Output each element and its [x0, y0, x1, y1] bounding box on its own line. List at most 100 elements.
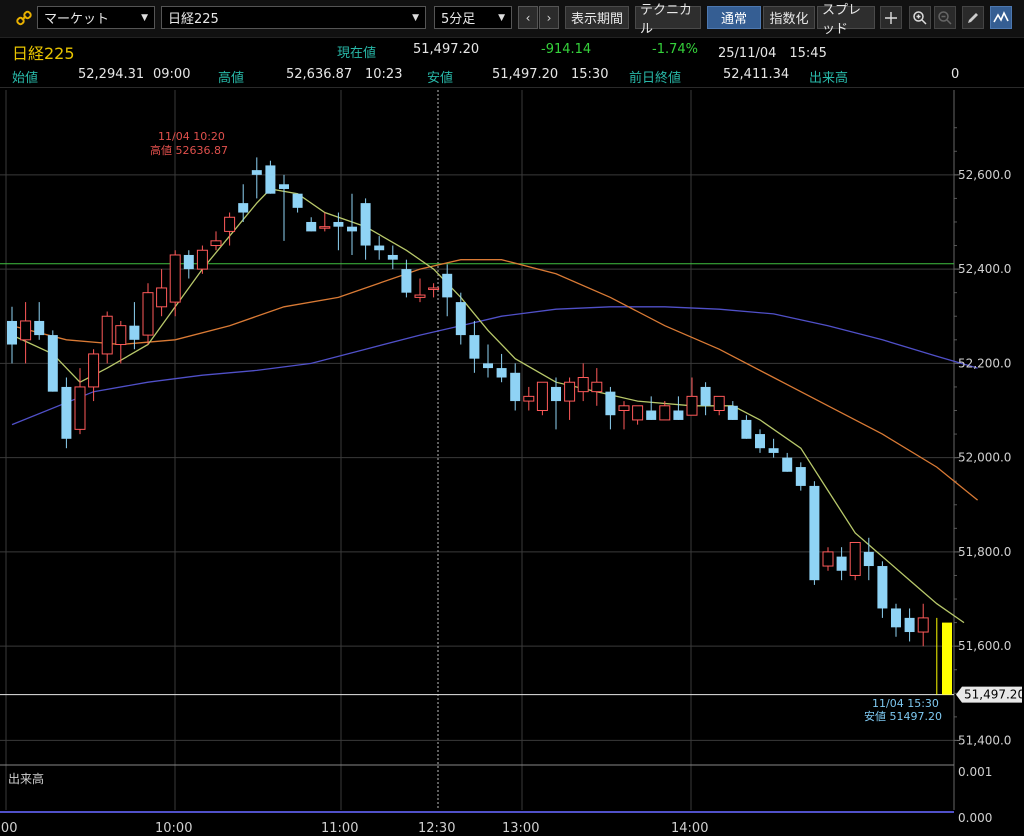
candle-body-up [115, 325, 127, 346]
chart-reference-lines [0, 263, 954, 696]
current-price-value: 51,497.20 [413, 42, 480, 57]
market-select-value: マーケット [44, 12, 110, 27]
spread-button[interactable]: スプレッド [817, 3, 875, 37]
y-tick-label: 52,400.0 [958, 262, 1011, 276]
high-time: 10:23 [365, 67, 403, 82]
volume-tick-label: 0.000 [958, 811, 992, 825]
candle-body-up [319, 226, 331, 229]
quote-datetime: 25/11/04 15:45 [718, 46, 827, 61]
candle-body-down [333, 221, 344, 227]
candle-body-up [20, 320, 32, 341]
low-annotation-time: 11/04 15:30 [872, 697, 939, 710]
candle-body-up [822, 551, 834, 567]
candle-body-up [88, 353, 100, 388]
candle-body-down [755, 434, 765, 449]
candle-body-down [251, 170, 262, 175]
prev-close-value: 52,411.34 [723, 67, 790, 82]
high-label: 高値 [218, 71, 245, 86]
zoom-out-icon[interactable] [934, 6, 956, 29]
candle-body-down [47, 335, 58, 392]
x-tick-label: 14:00 [671, 821, 708, 836]
candle-body-up [428, 287, 440, 290]
candle-body-up [591, 381, 603, 393]
candle-body-down [795, 467, 806, 486]
candle-body-down [510, 372, 521, 402]
ma-short-line [11, 188, 965, 624]
candle-body-down [700, 386, 711, 406]
link-icon[interactable] [14, 6, 34, 29]
quote-row-primary: 日経225 現在値 51,497.20 -914.14 -1.74% 25/11… [0, 38, 1024, 63]
x-tick-label: 10:00 [155, 821, 192, 836]
open-label: 始値 [12, 71, 39, 86]
y-tick-label: 51,600.0 [958, 639, 1011, 653]
candle-body-up [618, 405, 630, 412]
interval-select-value: 5分足 [441, 12, 476, 27]
candle-body-up [210, 240, 222, 247]
candle-body-down [863, 551, 874, 567]
chevron-down-icon: ▼ [498, 12, 505, 23]
candle-body-down [129, 325, 140, 340]
candle-body-up [196, 249, 208, 270]
candle-body-up [632, 405, 644, 421]
candlesticks [7, 157, 952, 695]
candle-body-up [414, 294, 426, 298]
candle-body-down [401, 269, 412, 293]
candle-body-up [101, 315, 113, 355]
toolbar: マーケット ▼ 日経225 ▼ 5分足 ▼ ‹ › 表示期間 テクニカル 通常 … [0, 0, 1024, 38]
open-value: 52,294.31 [78, 67, 145, 82]
x-tick-label: 12:30 [418, 821, 455, 836]
low-value: 51,497.20 [492, 67, 559, 82]
prev-close-label: 前日終値 [629, 71, 682, 86]
y-tick-label: 52,000.0 [958, 451, 1011, 465]
x-tick-label: 10:00 [0, 821, 17, 836]
candle-body-down [727, 405, 738, 420]
price-chart[interactable]: 51,400.0 51,600.0 51,800.0 52,000.0 52,200.0… [0, 90, 1024, 836]
candle-body-up [659, 405, 671, 421]
x-tick-label: 13:00 [502, 821, 539, 836]
candle-body-up [713, 395, 725, 412]
next-button[interactable]: › [539, 6, 559, 29]
candle-body-up [686, 395, 698, 416]
candle-body-down [265, 165, 276, 194]
pencil-icon[interactable] [962, 6, 984, 29]
candle-body-down [238, 203, 249, 213]
candle-body-down [809, 485, 820, 581]
candle-body-up [536, 381, 548, 412]
chart-labels: 51,400.0 51,600.0 51,800.0 52,000.0 52,200.0… [0, 130, 1024, 836]
low-time: 15:30 [571, 67, 609, 82]
symbol-select[interactable]: 日経225 ▼ [161, 6, 426, 29]
prev-button[interactable]: ‹ [518, 6, 538, 29]
zoom-in-icon[interactable] [909, 6, 931, 29]
crosshair-icon[interactable] [880, 6, 902, 29]
candle-body-down [551, 386, 561, 402]
current-price-label: 現在値 [337, 46, 377, 61]
candle-body-down [891, 608, 901, 628]
chart-line-icon[interactable] [990, 6, 1012, 29]
last-price-tag-label: 51,497.20 [964, 688, 1024, 702]
interval-select[interactable]: 5分足 ▼ [434, 6, 512, 29]
last-price-tag [956, 686, 1022, 703]
candle-body-up [564, 381, 576, 402]
candle-body-down [768, 448, 779, 453]
symbol-select-value: 日経225 [168, 12, 219, 27]
candle-body-down [741, 419, 752, 439]
y-tick-label: 52,200.0 [958, 356, 1011, 370]
technical-button[interactable]: テクニカル [635, 3, 701, 37]
chevron-down-icon: ▼ [412, 12, 419, 23]
candle-body-down [605, 391, 616, 416]
period-button[interactable]: 表示期間 [565, 6, 629, 29]
candle-body-down [836, 556, 847, 571]
candle-body-up [849, 541, 861, 576]
candle-body-down [360, 203, 371, 246]
open-time: 09:00 [153, 67, 191, 82]
volume-tick-label: 0.001 [958, 765, 992, 779]
normal-button[interactable]: 通常 [707, 6, 761, 29]
chart-grid [0, 90, 960, 813]
candle-body-down [61, 386, 72, 439]
candle-body-down [34, 320, 45, 336]
high-value: 52,636.87 [286, 67, 353, 82]
candle-body-up [917, 617, 929, 633]
candle-body-down [347, 226, 357, 232]
market-select[interactable]: マーケット ▼ [37, 6, 155, 29]
index-button[interactable]: 指数化 [763, 6, 815, 29]
